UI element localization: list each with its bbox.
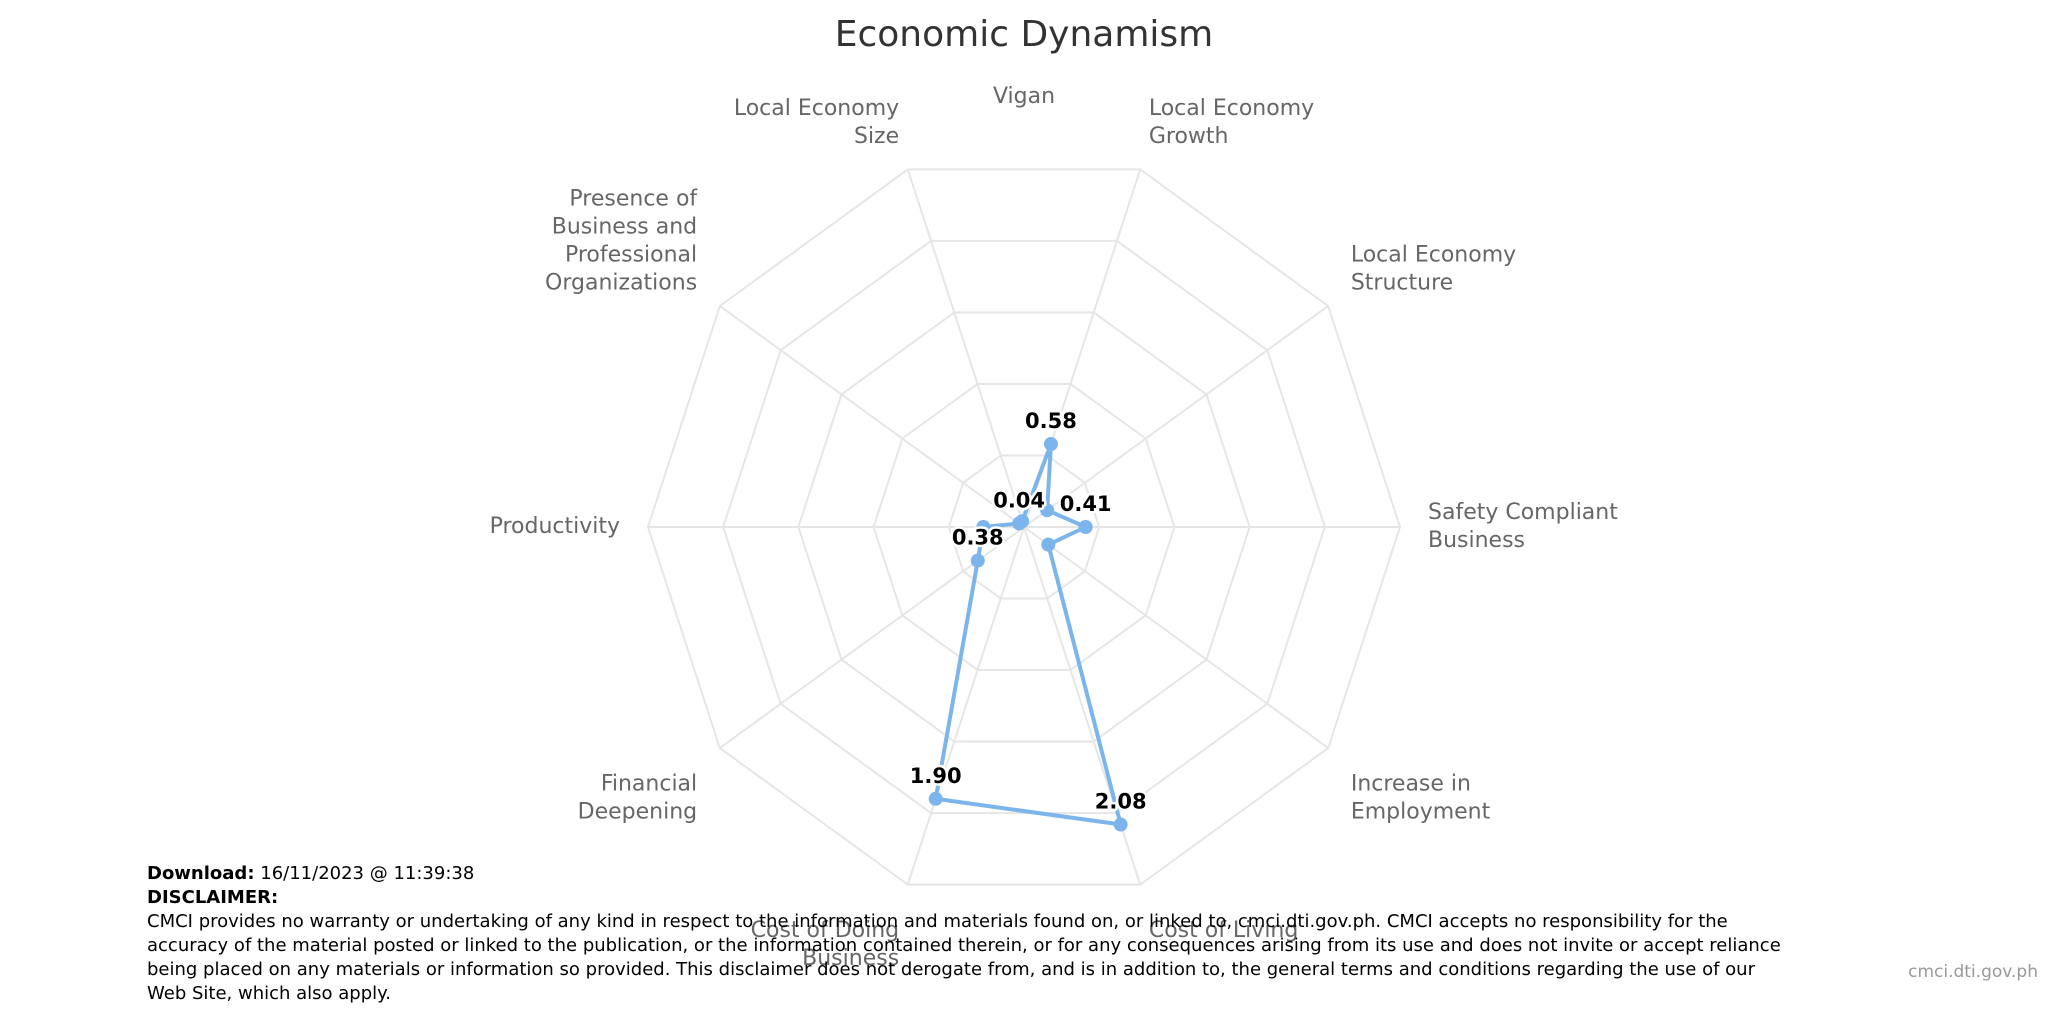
series-layer xyxy=(928,437,1128,832)
disclaimer-heading: DISCLAIMER: xyxy=(147,886,1787,910)
grid-spoke xyxy=(719,305,1025,528)
axis-label: Cost of Doing Business xyxy=(751,918,900,971)
credit-link[interactable]: cmci.dti.gov.ph xyxy=(1908,962,2038,982)
axis-label: Presence of Business and Professional Organ… xyxy=(545,187,698,296)
axis-label: Productivity xyxy=(490,514,620,539)
data-point[interactable] xyxy=(1113,817,1128,832)
axis-label: Increase in Employment xyxy=(1351,771,1491,824)
data-label: 0.58 xyxy=(1025,409,1077,433)
grid-spoke xyxy=(906,526,1025,885)
axis-label: Cost of Living xyxy=(1149,918,1299,943)
data-point[interactable] xyxy=(970,553,985,568)
axis-labels: Local Economy Growth Local Economy Structur… xyxy=(490,96,1619,971)
download-label: Download: xyxy=(147,863,255,884)
data-label: 0.41 xyxy=(1060,492,1112,516)
disclaimer-text: CMCI provides no warranty or undertaking… xyxy=(147,911,1781,1004)
data-point[interactable] xyxy=(928,791,943,806)
grid-spoke xyxy=(906,169,1025,528)
data-label: 1.90 xyxy=(910,764,962,788)
download-line: Download: 16/11/2023 @ 11:39:38 xyxy=(147,862,1787,886)
grid-spoke xyxy=(1023,305,1329,528)
data-label: 2.08 xyxy=(1095,790,1147,814)
pane-label: Vigan xyxy=(993,84,1055,109)
download-timestamp: 16/11/2023 @ 11:39:38 xyxy=(260,863,475,884)
axis-label: Safety Compliant Business xyxy=(1428,500,1618,553)
axis-label: Local Economy Size xyxy=(734,96,899,149)
data-labels: 0.58 0.41 2.08 1.90 0.38 0.04 xyxy=(907,407,1149,816)
data-point[interactable] xyxy=(1078,520,1093,534)
data-point[interactable] xyxy=(976,520,991,534)
grid-spoke xyxy=(1023,526,1329,749)
axis-label: Financial Deepening xyxy=(578,771,697,824)
data-point[interactable] xyxy=(1043,437,1058,452)
download-disclaimer-footer: Download: 16/11/2023 @ 11:39:38 DISCLAIM… xyxy=(147,862,1787,1006)
axis-label: Local Economy Structure xyxy=(1351,243,1516,296)
chart-title: Economic Dynamism xyxy=(835,14,1214,55)
data-point[interactable] xyxy=(1041,537,1056,552)
axis-label: Local Economy Growth xyxy=(1149,96,1314,149)
data-label: 0.04 xyxy=(993,488,1045,512)
data-point[interactable] xyxy=(1040,503,1055,518)
data-label: 0.38 xyxy=(952,526,1004,550)
data-point[interactable] xyxy=(1015,514,1030,529)
disclaimer-label: DISCLAIMER: xyxy=(147,887,279,908)
